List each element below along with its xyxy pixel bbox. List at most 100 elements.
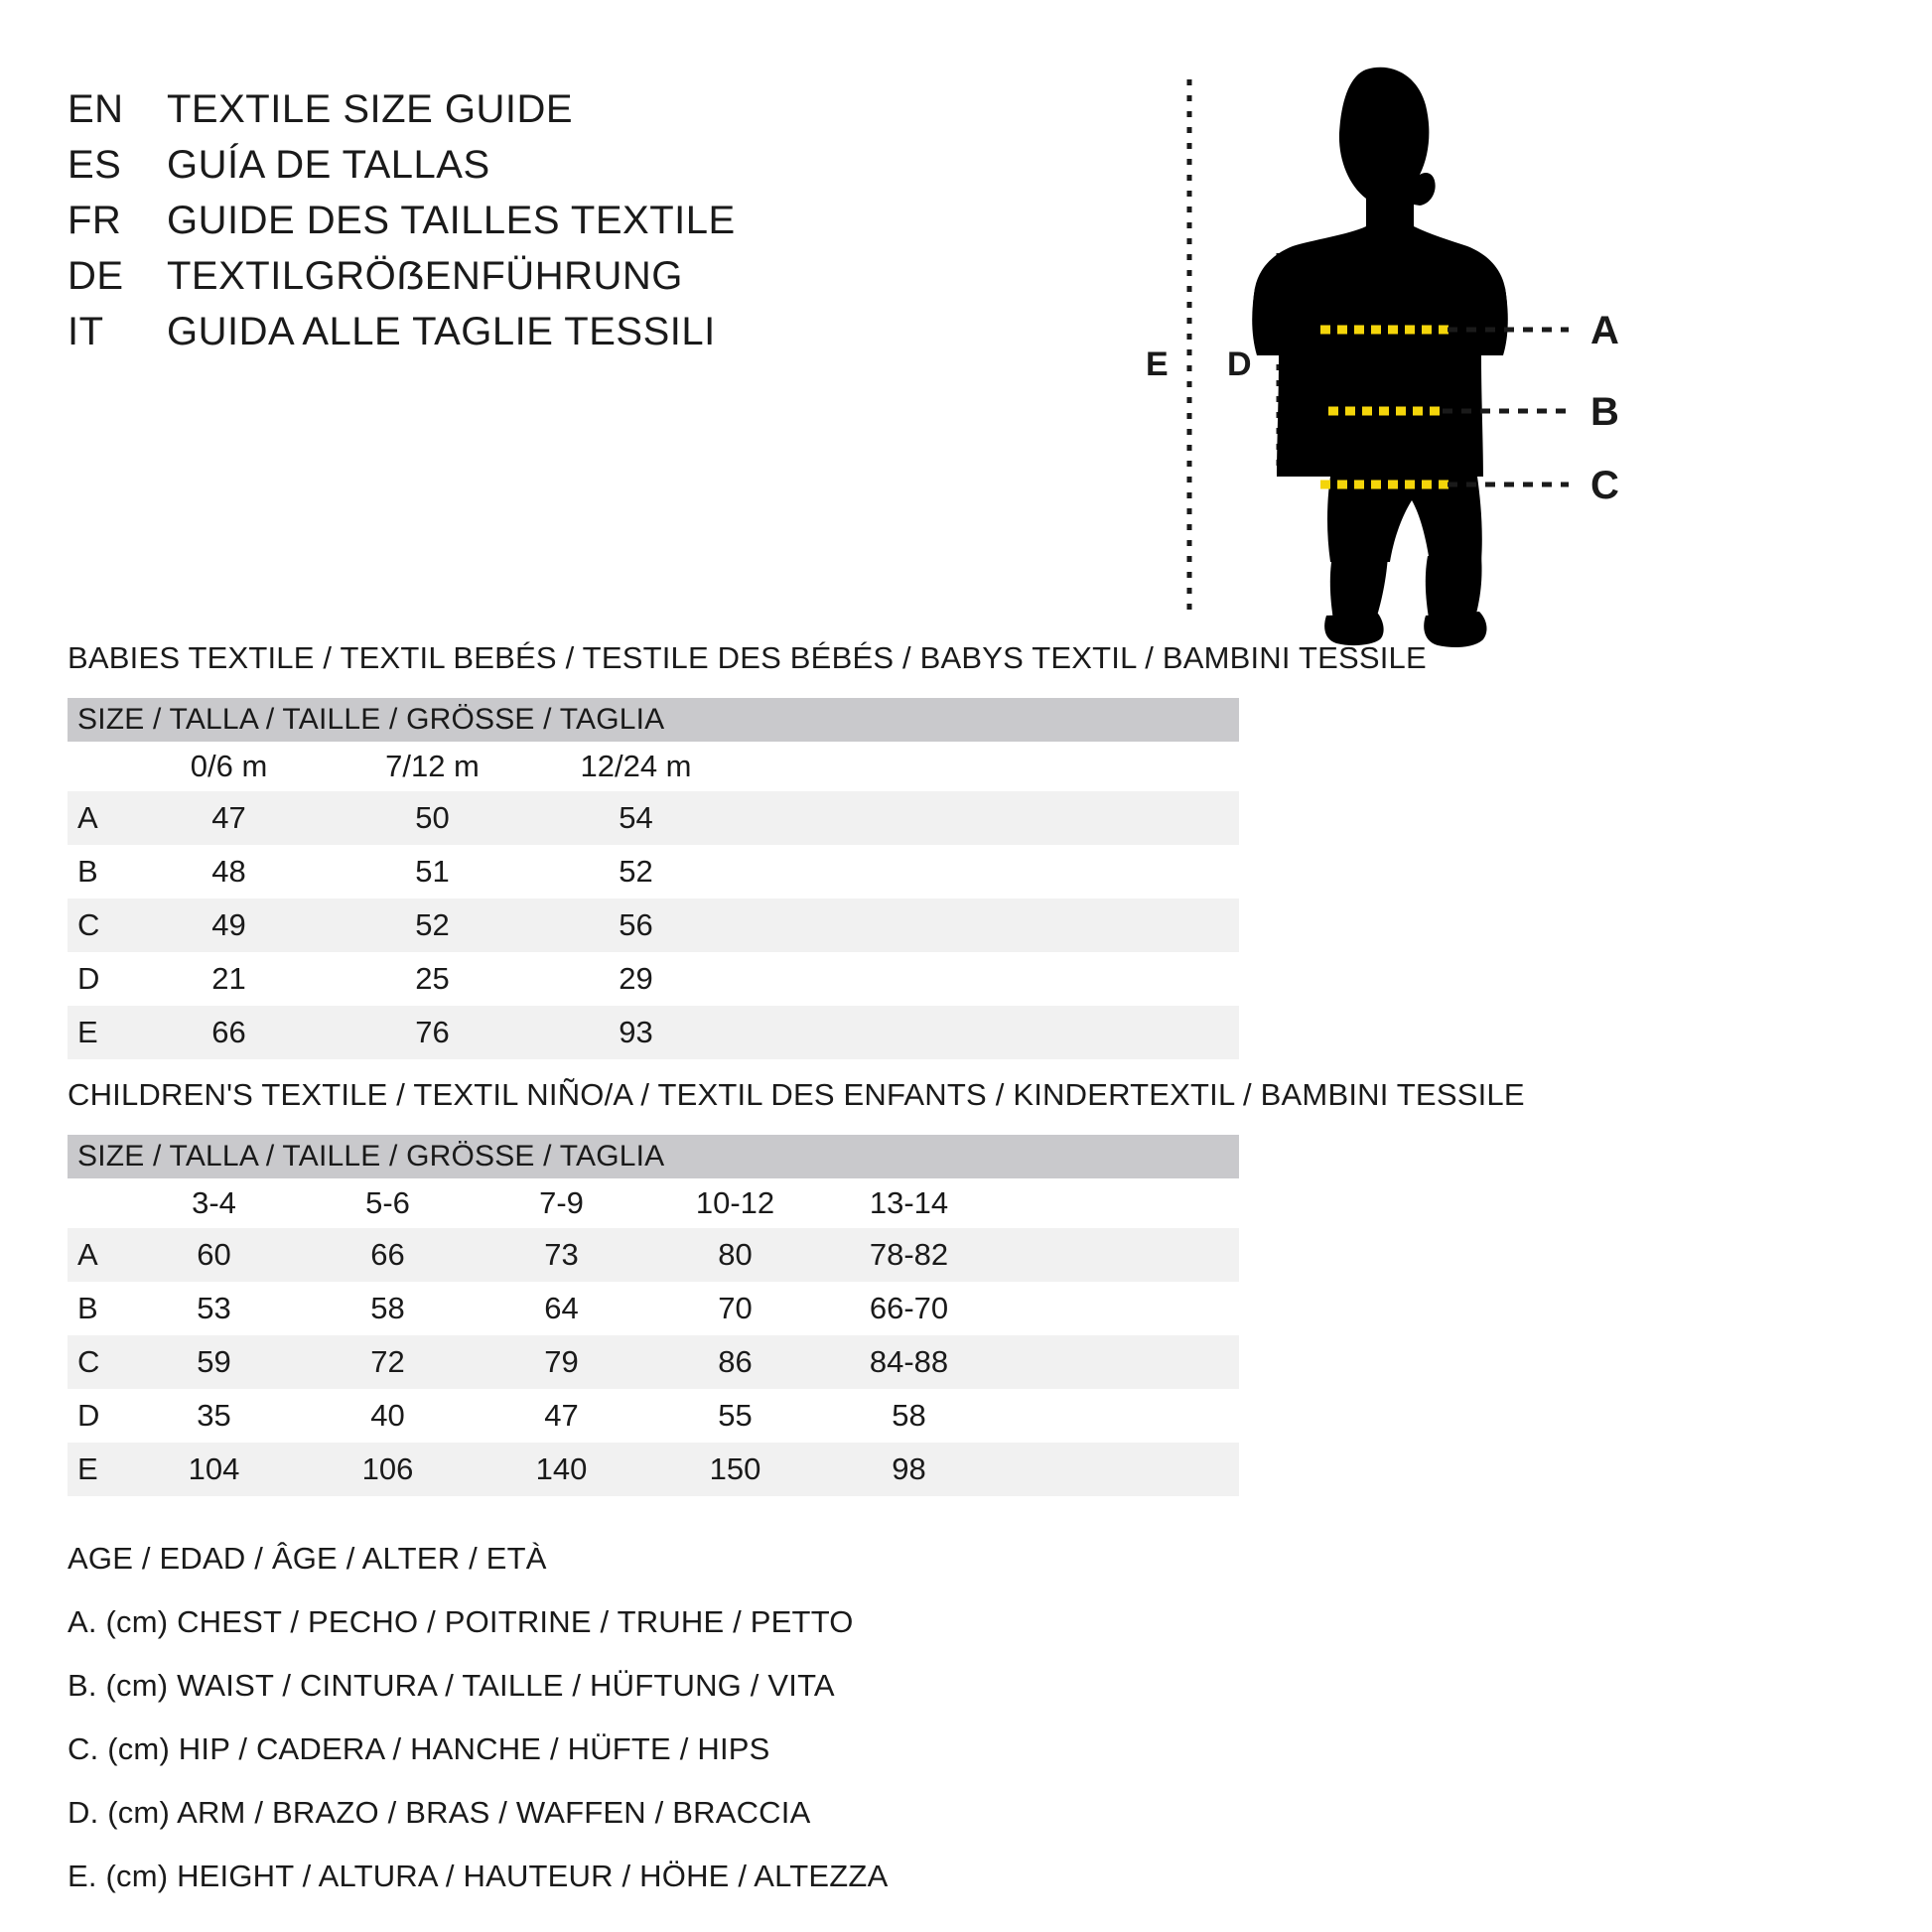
table-row: C 49 52 56 (68, 898, 1239, 952)
babies-cell-c-2: 56 (619, 907, 653, 942)
marker-label-c: C (1590, 464, 1619, 507)
babies-cell-a-0: 47 (211, 800, 246, 835)
legend-line-d-arm: D. (cm) ARM / BRAZO / BRAS / WAFFEN / BR… (68, 1795, 811, 1830)
title-lang-en: EN (68, 87, 124, 131)
legend-line-a-chest: A. (cm) CHEST / PECHO / POITRINE / TRUHE… (68, 1604, 854, 1639)
children-cell-d-4: 58 (892, 1398, 926, 1433)
marker-label-a: A (1590, 309, 1619, 352)
child-silhouette-icon (1252, 67, 1508, 647)
children-cell-d-3: 55 (718, 1398, 753, 1433)
table-row: E 104 106 140 150 98 (68, 1443, 1239, 1496)
marker-label-b: B (1590, 390, 1619, 434)
children-column-header-2: 7-9 (539, 1185, 584, 1220)
children-cell-a-4: 78-82 (869, 1237, 949, 1272)
children-size-bar-label: SIZE / TALLA / TAILLE / GRÖSSE / TAGLIA (77, 1140, 665, 1173)
children-cell-b-2: 64 (544, 1291, 579, 1325)
babies-size-bar-label: SIZE / TALLA / TAILLE / GRÖSSE / TAGLIA (77, 703, 665, 736)
children-row-label-e: E (77, 1451, 98, 1486)
babies-cell-d-1: 25 (415, 961, 450, 996)
children-cell-c-1: 72 (370, 1344, 405, 1379)
children-row-label-b: B (77, 1291, 98, 1325)
children-column-header-3: 10-12 (695, 1185, 775, 1220)
babies-cell-a-2: 54 (619, 800, 653, 835)
children-cell-a-0: 60 (197, 1237, 231, 1272)
children-cell-a-1: 66 (370, 1237, 405, 1272)
babies-column-header-row: 0/6 m 7/12 m 12/24 m (68, 742, 1239, 791)
children-column-header-1: 5-6 (365, 1185, 410, 1220)
babies-section-heading: BABIES TEXTILE / TEXTIL BEBÉS / TESTILE … (68, 640, 1427, 675)
title-block: EN TEXTILE SIZE GUIDE ES GUÍA DE TALLAS … (68, 87, 1110, 365)
children-size-bar: SIZE / TALLA / TAILLE / GRÖSSE / TAGLIA (68, 1135, 1239, 1178)
title-row-fr: FR GUIDE DES TAILLES TEXTILE (68, 199, 1110, 254)
title-text-it: GUIDA ALLE TAGLIE TESSILI (167, 310, 716, 353)
children-size-table: SIZE / TALLA / TAILLE / GRÖSSE / TAGLIA … (68, 1135, 1239, 1496)
children-cell-e-3: 150 (709, 1451, 761, 1486)
babies-cell-b-1: 51 (415, 854, 450, 889)
title-row-es: ES GUÍA DE TALLAS (68, 143, 1110, 199)
babies-size-table: SIZE / TALLA / TAILLE / GRÖSSE / TAGLIA … (68, 698, 1239, 1059)
title-lang-es: ES (68, 143, 122, 187)
babies-cell-a-1: 50 (415, 800, 450, 835)
children-section-heading: CHILDREN'S TEXTILE / TEXTIL NIÑO/A / TEX… (68, 1077, 1525, 1112)
measurement-figure: A B C D E (1132, 60, 1906, 675)
children-cell-c-2: 79 (544, 1344, 579, 1379)
babies-cell-d-2: 29 (619, 961, 653, 996)
babies-column-header-1: 7/12 m (385, 749, 480, 783)
babies-column-header-2: 12/24 m (580, 749, 692, 783)
children-cell-d-0: 35 (197, 1398, 231, 1433)
children-cell-e-4: 98 (892, 1451, 926, 1486)
children-cell-e-1: 106 (361, 1451, 414, 1486)
legend-line-b-waist: B. (cm) WAIST / CINTURA / TAILLE / HÜFTU… (68, 1668, 835, 1703)
title-lang-de: DE (68, 254, 124, 298)
babies-row-label-b: B (77, 854, 98, 889)
table-row: C 59 72 79 86 84-88 (68, 1335, 1239, 1389)
children-row-label-a: A (77, 1237, 98, 1272)
title-row-it: IT GUIDA ALLE TAGLIE TESSILI (68, 310, 1110, 365)
title-lang-it: IT (68, 310, 104, 353)
children-cell-b-3: 70 (718, 1291, 753, 1325)
children-cell-c-4: 84-88 (869, 1344, 949, 1379)
babies-row-label-a: A (77, 800, 98, 835)
legend-line-c-hip: C. (cm) HIP / CADERA / HANCHE / HÜFTE / … (68, 1731, 770, 1766)
table-row: D 21 25 29 (68, 952, 1239, 1006)
children-column-header-row: 3-4 5-6 7-9 10-12 13-14 (68, 1178, 1239, 1228)
marker-label-d: D (1227, 345, 1252, 383)
marker-label-e: E (1146, 345, 1169, 383)
children-cell-e-2: 140 (535, 1451, 588, 1486)
babies-cell-d-0: 21 (211, 961, 246, 996)
babies-row-label-d: D (77, 961, 100, 996)
children-cell-b-0: 53 (197, 1291, 231, 1325)
title-text-en: TEXTILE SIZE GUIDE (167, 87, 574, 131)
babies-cell-c-0: 49 (211, 907, 246, 942)
legend-line-age: AGE / EDAD / ÂGE / ALTER / ETÀ (68, 1541, 547, 1576)
babies-cell-b-0: 48 (211, 854, 246, 889)
children-cell-d-2: 47 (544, 1398, 579, 1433)
children-cell-c-3: 86 (718, 1344, 753, 1379)
children-cell-a-2: 73 (544, 1237, 579, 1272)
children-cell-b-4: 66-70 (869, 1291, 949, 1325)
children-cell-d-1: 40 (370, 1398, 405, 1433)
children-column-header-4: 13-14 (869, 1185, 949, 1220)
children-cell-b-1: 58 (370, 1291, 405, 1325)
children-row-label-d: D (77, 1398, 100, 1433)
babies-column-header-0: 0/6 m (190, 749, 268, 783)
children-column-header-0: 3-4 (192, 1185, 236, 1220)
legend-line-e-height: E. (cm) HEIGHT / ALTURA / HAUTEUR / HÖHE… (68, 1859, 889, 1893)
babies-row-label-e: E (77, 1015, 98, 1049)
table-row: E 66 76 93 (68, 1006, 1239, 1059)
children-cell-a-3: 80 (718, 1237, 753, 1272)
title-row-en: EN TEXTILE SIZE GUIDE (68, 87, 1110, 143)
children-cell-e-0: 104 (188, 1451, 240, 1486)
title-text-fr: GUIDE DES TAILLES TEXTILE (167, 199, 736, 242)
babies-cell-b-2: 52 (619, 854, 653, 889)
babies-row-label-c: C (77, 907, 100, 942)
table-row: B 53 58 64 70 66-70 (68, 1282, 1239, 1335)
babies-cell-e-2: 93 (619, 1015, 653, 1049)
title-lang-fr: FR (68, 199, 122, 242)
table-row: A 47 50 54 (68, 791, 1239, 845)
children-cell-c-0: 59 (197, 1344, 231, 1379)
babies-size-bar: SIZE / TALLA / TAILLE / GRÖSSE / TAGLIA (68, 698, 1239, 742)
title-text-es: GUÍA DE TALLAS (167, 143, 490, 187)
title-text-de: TEXTILGRÖẞENFÜHRUNG (167, 254, 683, 298)
children-row-label-c: C (77, 1344, 100, 1379)
